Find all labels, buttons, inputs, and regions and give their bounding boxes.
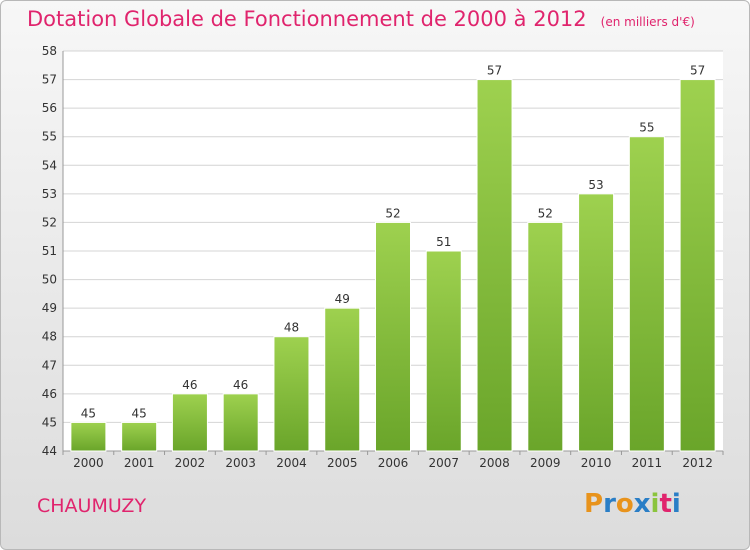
proxiti-logo: Proxiti	[584, 489, 681, 519]
x-tick-label-2003: 2003	[225, 456, 256, 470]
labels: 44 45 46 47 48 49 50 51 52 53 54 55 56 57 58 45 2000 45 20…	[42, 44, 713, 470]
value-label-2004: 48	[284, 321, 299, 335]
bar-2009	[527, 221, 564, 452]
bar-2010	[578, 193, 615, 452]
logo-letter: P	[584, 489, 604, 519]
y-tick-label: 53	[42, 187, 57, 201]
value-label-2005: 49	[335, 292, 350, 306]
y-tick-label: 58	[42, 44, 57, 58]
bar-2002	[171, 393, 208, 452]
y-tick-label: 49	[42, 301, 57, 315]
bars	[70, 79, 716, 452]
y-tick-label: 47	[42, 358, 57, 372]
title-unit: (en milliers d'€)	[600, 15, 695, 29]
x-tick-label-2005: 2005	[327, 456, 358, 470]
y-tick-label: 56	[42, 101, 57, 115]
x-tick-label-2006: 2006	[378, 456, 409, 470]
y-tick-label: 52	[42, 215, 57, 229]
y-tick-label: 55	[42, 130, 57, 144]
logo-letter: i	[671, 489, 681, 519]
x-tick-label-2004: 2004	[276, 456, 307, 470]
y-tick-label: 50	[42, 273, 57, 287]
y-tick-label: 48	[42, 330, 57, 344]
y-tick-label: 57	[42, 73, 57, 87]
logo-letter: x	[633, 489, 651, 519]
chart-title: Dotation Globale de Fonctionnement de 20…	[27, 7, 695, 31]
x-tick-label-2011: 2011	[632, 456, 663, 470]
value-label-2003: 46	[233, 378, 248, 392]
bar-2006	[375, 221, 411, 452]
x-tick-label-2012: 2012	[682, 456, 713, 470]
bar-2011	[628, 136, 665, 452]
x-tick-label-2001: 2001	[124, 456, 155, 470]
x-tick-label-2009: 2009	[530, 456, 561, 470]
bar-2005	[324, 307, 361, 452]
bar-2008	[476, 79, 513, 452]
value-label-2007: 51	[436, 235, 451, 249]
logo-letter: i	[650, 489, 660, 519]
value-label-2000: 45	[81, 406, 96, 420]
bar-2004	[273, 336, 310, 452]
value-label-2006: 52	[385, 206, 400, 220]
value-label-2009: 52	[538, 206, 553, 220]
x-tick-label-2010: 2010	[581, 456, 612, 470]
value-label-2001: 45	[132, 406, 147, 420]
bar-2003	[222, 393, 259, 452]
x-tick-label-2000: 2000	[73, 456, 104, 470]
y-tick-label: 45	[42, 415, 57, 429]
value-label-2008: 57	[487, 64, 502, 78]
value-label-2012: 57	[690, 64, 705, 78]
value-label-2002: 46	[182, 378, 197, 392]
y-tick-label: 51	[42, 244, 57, 258]
logo-letter: t	[659, 489, 672, 519]
y-tick-label: 46	[42, 387, 57, 401]
logo-letter: r	[603, 489, 616, 519]
value-label-2011: 55	[639, 121, 654, 135]
y-tick-label: 54	[42, 158, 57, 172]
bar-2001	[121, 421, 158, 452]
title-main: Dotation Globale de Fonctionnement de 20…	[27, 7, 587, 31]
logo-letter: o	[615, 489, 634, 519]
bar-2007	[425, 250, 462, 452]
value-label-2010: 53	[588, 178, 603, 192]
x-tick-label-2002: 2002	[175, 456, 206, 470]
bar-2000	[70, 421, 107, 452]
x-tick-label-2007: 2007	[428, 456, 459, 470]
x-tick-label-2008: 2008	[479, 456, 510, 470]
y-tick-label: 44	[42, 444, 57, 458]
bar-2012	[679, 79, 716, 452]
commune-name: CHAUMUZY	[37, 495, 147, 517]
